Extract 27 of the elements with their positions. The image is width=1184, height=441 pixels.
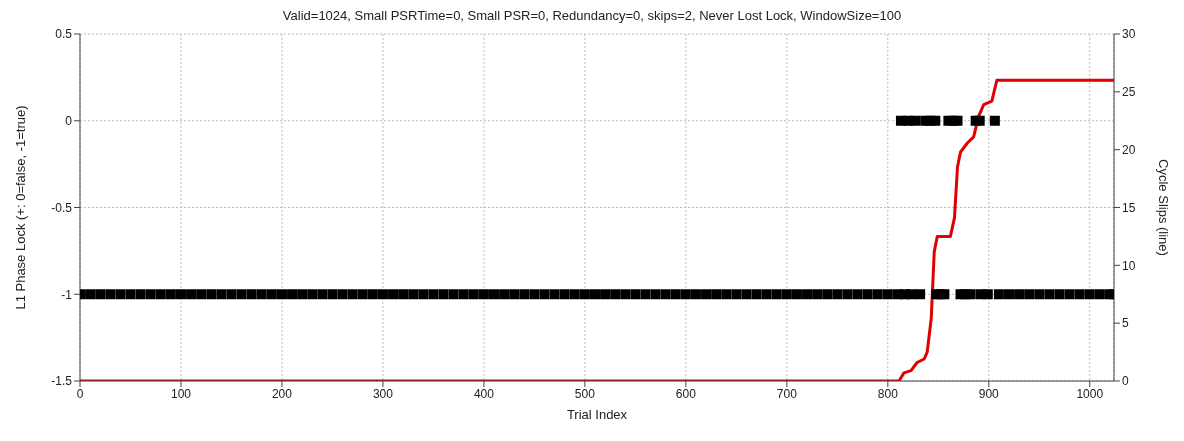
y-tick-label: -0.5	[51, 200, 73, 215]
y2-tick-label: 5	[1122, 316, 1129, 331]
y-tick-label: 0	[65, 114, 73, 129]
y2-tick-label: 25	[1122, 85, 1136, 100]
y-tick-label: -1	[61, 287, 73, 302]
chart-title: Valid=1024, Small PSRTime=0, Small PSR=0, Redundancy=0, skips=2, Never Lost Lock, WindowSize=100	[281, 8, 903, 25]
x-tick-label: 0	[76, 386, 84, 401]
y-tick-label: 0.5	[55, 27, 73, 42]
x-tick-label: 700	[776, 386, 798, 401]
x-tick-label: 100	[170, 386, 192, 401]
y-tick-label: -1.5	[51, 374, 73, 389]
y2-tick-label: 0	[1122, 374, 1129, 389]
y2-tick-label: 10	[1122, 258, 1136, 273]
y2-axis-title: Cycle Slips (line)	[1156, 159, 1172, 256]
x-tick-label: 300	[372, 386, 394, 401]
y2-tick-label: 15	[1122, 200, 1136, 215]
x-axis-title: Trial Index	[566, 407, 628, 422]
y-axis-title: L1 Phase Lock (+: 0=false, -1=true)	[12, 105, 28, 310]
y2-tick-label: 30	[1122, 27, 1136, 42]
x-tick-label: 800	[877, 386, 899, 401]
x-tick-label: 500	[574, 386, 596, 401]
y2-tick-label: 20	[1122, 142, 1136, 157]
x-tick-label: 400	[473, 386, 495, 401]
x-tick-label: 900	[978, 386, 1000, 401]
x-tick-label: 1000	[1076, 386, 1104, 401]
x-tick-label: 200	[271, 386, 293, 401]
x-tick-label: 600	[675, 386, 697, 401]
